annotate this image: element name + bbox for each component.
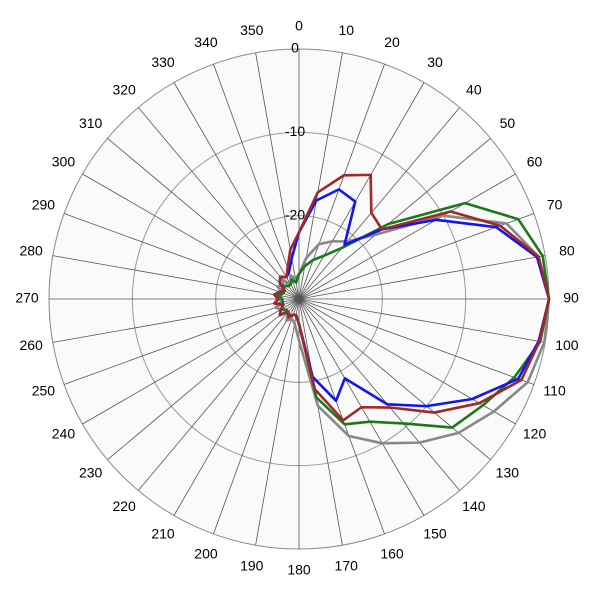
theta-tick-label: 40 <box>466 81 482 97</box>
spoke <box>52 298 300 343</box>
series-line <box>273 214 551 445</box>
theta-tick-label: 140 <box>462 498 486 514</box>
spoke <box>82 173 300 300</box>
spoke <box>298 173 516 300</box>
spoke <box>52 255 300 300</box>
theta-tick-label: 120 <box>523 426 547 442</box>
theta-tick-label: 240 <box>52 426 76 442</box>
theta-tick-label: 270 <box>15 290 39 306</box>
spoke <box>63 213 300 300</box>
spoke <box>298 107 461 300</box>
spoke <box>298 137 491 300</box>
theta-tick-label: 60 <box>527 154 543 170</box>
theta-tick-label: 70 <box>547 197 563 213</box>
theta-tick-label: 260 <box>19 337 43 353</box>
r-tick-label: 0 <box>291 40 299 56</box>
theta-tick-label: 50 <box>500 115 516 131</box>
spoke <box>107 137 300 300</box>
theta-tick-label: 160 <box>380 545 404 561</box>
spoke <box>107 298 300 461</box>
labels: 0 -10 -20 0 10 20 30 40 50 60 70 80 90 100 110 120 130 14… <box>15 18 579 578</box>
spoke <box>255 298 300 546</box>
spoke <box>298 298 385 535</box>
series-line <box>273 173 551 422</box>
theta-tick-label: 230 <box>79 465 103 481</box>
theta-tick-label: 0 <box>295 18 303 34</box>
theta-tick-label: 110 <box>543 383 566 399</box>
theta-tick-label: 340 <box>194 34 218 50</box>
theta-tick-label: 90 <box>563 290 579 306</box>
theta-tick-label: 20 <box>384 34 400 50</box>
r-tick-label: -10 <box>285 123 305 139</box>
theta-tick-label: 330 <box>151 54 175 70</box>
theta-tick-label: 210 <box>151 525 175 541</box>
spoke <box>298 298 343 546</box>
spoke <box>213 63 300 300</box>
theta-tick-label: 170 <box>335 558 359 574</box>
theta-tick-label: 30 <box>427 54 443 70</box>
theta-tick-label: 100 <box>555 337 579 353</box>
theta-tick-label: 290 <box>32 197 56 213</box>
theta-tick-label: 80 <box>559 242 575 258</box>
spoke <box>298 298 535 385</box>
spoke <box>298 298 546 343</box>
theta-tick-label: 130 <box>496 465 520 481</box>
theta-tick-label: 350 <box>240 22 264 38</box>
theta-tick-label: 320 <box>112 81 136 97</box>
spoke <box>298 298 461 491</box>
spoke <box>298 255 546 300</box>
theta-tick-label: 220 <box>112 498 136 514</box>
theta-tick-label: 180 <box>287 562 311 578</box>
theta-tick-label: 190 <box>240 558 264 574</box>
spoke <box>173 82 300 300</box>
theta-tick-label: 150 <box>423 525 447 541</box>
spoke <box>213 298 300 535</box>
spoke <box>137 298 300 491</box>
r-tick-label: -20 <box>285 206 305 222</box>
theta-tick-label: 200 <box>194 545 218 561</box>
spoke <box>173 298 300 516</box>
theta-tick-label: 250 <box>32 383 56 399</box>
spoke <box>82 298 300 425</box>
theta-tick-label: 280 <box>19 242 43 258</box>
plot-area <box>273 173 551 445</box>
theta-tick-label: 310 <box>79 115 103 131</box>
theta-tick-label: 10 <box>338 22 354 38</box>
spoke <box>298 82 425 300</box>
spoke <box>137 107 300 300</box>
theta-tick-label: 300 <box>52 154 76 170</box>
spoke <box>63 298 300 385</box>
